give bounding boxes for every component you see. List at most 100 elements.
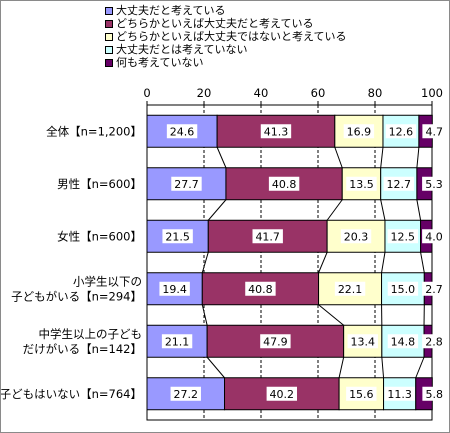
series-connector-line	[206, 356, 225, 379]
value-label: 13.5	[349, 178, 374, 191]
category-label: 小学生以下の	[73, 274, 142, 288]
value-label-bg	[422, 229, 446, 244]
series-connector-line	[201, 304, 208, 326]
value-label-bg	[260, 334, 291, 349]
value-label: 2.8	[425, 335, 443, 348]
value-label: 12.5	[391, 230, 416, 243]
category-label: 子どもがいる【n=294】	[11, 289, 142, 303]
value-label: 41.3	[264, 125, 289, 138]
value-label-bg	[268, 176, 300, 191]
series-connector-line	[318, 304, 344, 326]
value-label-bg	[384, 386, 415, 401]
x-tick-label: 80	[368, 86, 383, 100]
value-label: 2.7	[425, 283, 443, 296]
legend-item: 大丈夫だと考えている	[105, 4, 346, 17]
legend-swatch	[105, 19, 113, 28]
legend-label: 大丈夫だとは考えていない	[116, 43, 248, 56]
legend-item: どちらかといえば大丈夫だと考えている	[105, 17, 346, 30]
category-label: 中学生以上の子ども	[39, 327, 143, 341]
value-label-bg	[385, 124, 417, 139]
value-label: 40.8	[272, 178, 297, 191]
value-label-bg	[422, 281, 446, 296]
category-label: 全体【n=1,200】	[46, 124, 142, 138]
x-tick-label: 0	[143, 86, 150, 100]
value-label-bg	[260, 124, 292, 139]
value-label-bg	[334, 281, 366, 296]
value-label: 4.7	[426, 125, 444, 138]
value-label-bg	[340, 229, 372, 244]
value-label: 5.3	[425, 178, 443, 191]
series-connector-line	[207, 199, 227, 221]
series-connector-line	[416, 199, 422, 221]
series-connector-line	[216, 147, 227, 168]
value-label: 20.3	[344, 230, 369, 243]
legend-swatch	[105, 45, 113, 54]
legend-item: どちらかといえば大丈夫ではないと考えている	[105, 30, 346, 43]
value-label-bg	[422, 334, 446, 349]
value-label: 11.3	[387, 388, 412, 401]
series-connector-line	[334, 147, 343, 168]
value-label-bg	[422, 176, 446, 191]
value-label-bg	[387, 334, 419, 349]
series-connector-line	[416, 147, 420, 168]
x-tick-label: 100	[421, 86, 443, 100]
value-label: 40.8	[248, 283, 273, 296]
value-label-bg	[346, 386, 377, 401]
legend-swatch	[105, 6, 113, 15]
legend-label: 大丈夫だと考えている	[116, 4, 226, 17]
value-label: 47.9	[263, 335, 288, 348]
value-label-bg	[266, 386, 298, 401]
value-label-bg	[252, 229, 283, 244]
value-label-bg	[343, 124, 375, 139]
value-label-bg	[161, 334, 193, 349]
value-label: 4.0	[425, 230, 443, 243]
category-label: 男性【n=600】	[57, 177, 142, 191]
legend-label: どちらかといえば大丈夫だと考えている	[116, 17, 314, 30]
legend: 大丈夫だと考えている どちらかといえば大丈夫だと考えている どちらかといえば大丈…	[105, 4, 346, 69]
value-label: 12.6	[389, 125, 414, 138]
legend-label: どちらかといえば大丈夫ではないと考えている	[116, 30, 347, 43]
value-label-bg	[162, 229, 193, 244]
series-connector-line	[381, 252, 386, 273]
series-connector-line	[318, 252, 328, 273]
value-label: 15.6	[349, 388, 374, 401]
plot-area	[146, 104, 433, 421]
category-label: 女性【n=600】	[57, 229, 142, 243]
value-label-bg	[170, 386, 201, 401]
value-label: 21.1	[165, 335, 190, 348]
value-label: 12.7	[387, 178, 412, 191]
series-connector-line	[381, 357, 385, 378]
value-label-bg	[387, 281, 419, 296]
x-tick-label: 60	[311, 86, 326, 100]
value-label-bg	[245, 281, 276, 296]
value-label-bg	[383, 176, 414, 191]
value-label-bg	[166, 124, 198, 139]
series-connector-line	[415, 357, 425, 378]
value-label: 13.4	[350, 335, 375, 348]
value-label: 27.2	[174, 388, 199, 401]
value-label: 24.6	[170, 125, 195, 138]
value-label: 19.4	[162, 283, 187, 296]
value-label: 15.0	[391, 283, 416, 296]
bar-segment	[216, 114, 336, 148]
value-label-bg	[347, 334, 378, 349]
series-connector-line	[420, 252, 425, 273]
legend-label: 何も考えていない	[116, 56, 204, 69]
value-label-bg	[346, 176, 377, 191]
category-label: 子どもはいない【n=764】	[1, 387, 142, 401]
legend-item: 大丈夫だとは考えていない	[105, 43, 346, 56]
value-label: 22.1	[338, 283, 363, 296]
value-label: 14.8	[391, 335, 416, 348]
value-label: 5.8	[426, 388, 444, 401]
value-label-bg	[387, 229, 418, 244]
value-label: 21.5	[165, 230, 190, 243]
category-label: だけがいる【n=142】	[23, 342, 142, 356]
value-label: 41.7	[255, 230, 280, 243]
x-tick-label: 40	[254, 86, 269, 100]
value-label-bg	[422, 124, 447, 139]
legend-item: 何も考えていない	[105, 56, 346, 69]
x-tick-label: 20	[197, 86, 212, 100]
legend-swatch	[105, 58, 113, 67]
